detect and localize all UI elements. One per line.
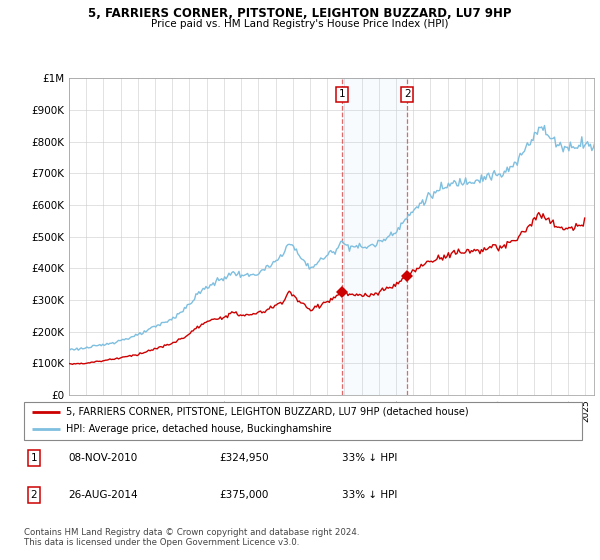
Text: 08-NOV-2010: 08-NOV-2010: [68, 453, 138, 463]
Text: 33% ↓ HPI: 33% ↓ HPI: [342, 490, 397, 500]
Text: 2: 2: [31, 490, 37, 500]
Text: 2: 2: [404, 89, 410, 99]
Text: 1: 1: [338, 89, 345, 99]
Text: Price paid vs. HM Land Registry's House Price Index (HPI): Price paid vs. HM Land Registry's House …: [151, 19, 449, 29]
Text: 33% ↓ HPI: 33% ↓ HPI: [342, 453, 397, 463]
Text: 26-AUG-2014: 26-AUG-2014: [68, 490, 138, 500]
Text: 1: 1: [31, 453, 37, 463]
Text: Contains HM Land Registry data © Crown copyright and database right 2024.
This d: Contains HM Land Registry data © Crown c…: [24, 528, 359, 548]
Text: 5, FARRIERS CORNER, PITSTONE, LEIGHTON BUZZARD, LU7 9HP: 5, FARRIERS CORNER, PITSTONE, LEIGHTON B…: [88, 7, 512, 20]
Text: £375,000: £375,000: [220, 490, 269, 500]
Bar: [342, 78, 407, 395]
Text: £324,950: £324,950: [220, 453, 269, 463]
Text: HPI: Average price, detached house, Buckinghamshire: HPI: Average price, detached house, Buck…: [66, 424, 331, 435]
Text: 5, FARRIERS CORNER, PITSTONE, LEIGHTON BUZZARD, LU7 9HP (detached house): 5, FARRIERS CORNER, PITSTONE, LEIGHTON B…: [66, 407, 469, 417]
